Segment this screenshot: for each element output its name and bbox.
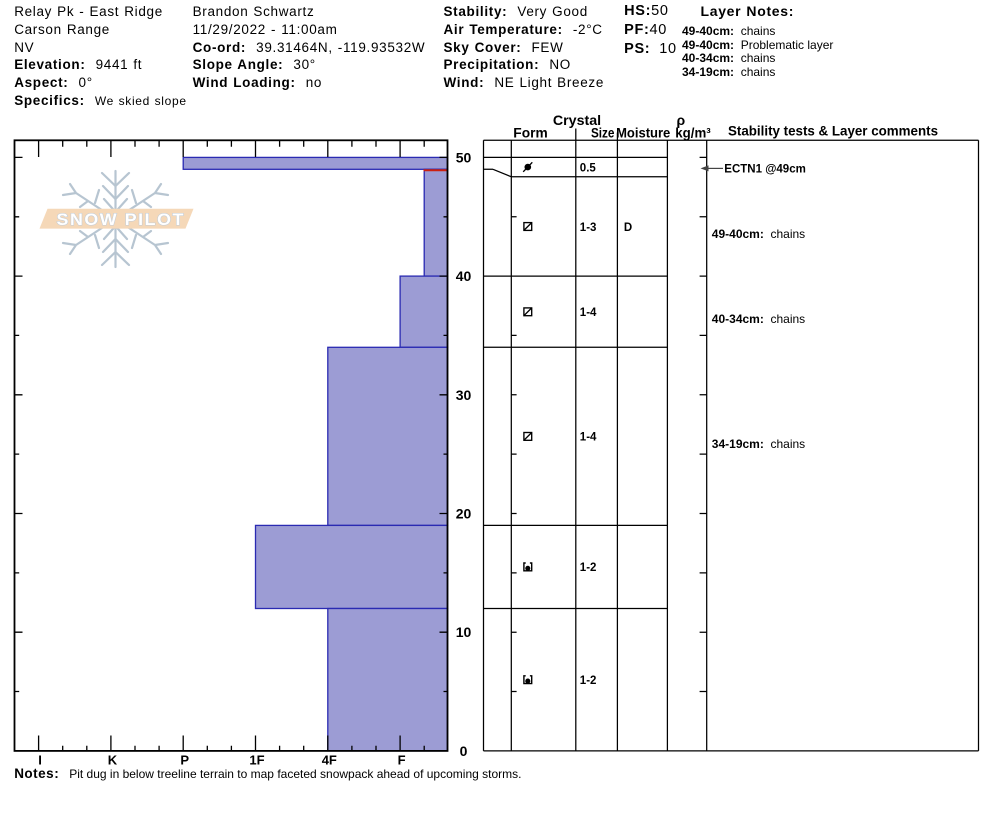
svg-text:Size: Size bbox=[591, 125, 615, 141]
svg-text:50: 50 bbox=[456, 149, 472, 165]
svg-text:Moisture: Moisture bbox=[616, 125, 670, 141]
svg-text:kg/m³: kg/m³ bbox=[675, 125, 711, 141]
svg-text:34-19cm: chains: 34-19cm: chains bbox=[712, 437, 805, 451]
svg-text:D: D bbox=[624, 222, 632, 234]
svg-text:Stability tests & Layer commen: Stability tests & Layer comments bbox=[728, 123, 938, 139]
svg-text:49-40cm: chains: 49-40cm: chains bbox=[712, 227, 805, 241]
svg-text:1-3: 1-3 bbox=[580, 222, 597, 234]
svg-text:40-34cm: chains: 40-34cm: chains bbox=[712, 312, 805, 326]
svg-text:ECTN1 @49cm: ECTN1 @49cm bbox=[724, 164, 806, 176]
svg-text:SNOW PILOT: SNOW PILOT bbox=[57, 210, 186, 229]
svg-text:20: 20 bbox=[456, 506, 472, 522]
svg-text:1F: 1F bbox=[249, 753, 264, 768]
svg-text:1-4: 1-4 bbox=[580, 432, 597, 444]
svg-text:K: K bbox=[108, 753, 118, 768]
svg-text:30: 30 bbox=[456, 387, 472, 403]
svg-text:4F: 4F bbox=[322, 753, 337, 768]
svg-text:Form: Form bbox=[513, 125, 547, 141]
svg-text:Crystal: Crystal bbox=[553, 112, 601, 128]
svg-text:40: 40 bbox=[456, 268, 472, 284]
svg-text:0: 0 bbox=[460, 743, 468, 759]
svg-text:1-2: 1-2 bbox=[580, 562, 597, 574]
svg-text:I: I bbox=[38, 753, 42, 768]
svg-text:0.5: 0.5 bbox=[580, 162, 597, 174]
svg-text:F: F bbox=[398, 753, 406, 768]
svg-text:ρ: ρ bbox=[676, 112, 685, 128]
svg-text:P: P bbox=[180, 753, 189, 768]
svg-text:1-2: 1-2 bbox=[580, 675, 597, 687]
svg-text:1-4: 1-4 bbox=[580, 307, 597, 319]
svg-text:10: 10 bbox=[456, 624, 472, 640]
